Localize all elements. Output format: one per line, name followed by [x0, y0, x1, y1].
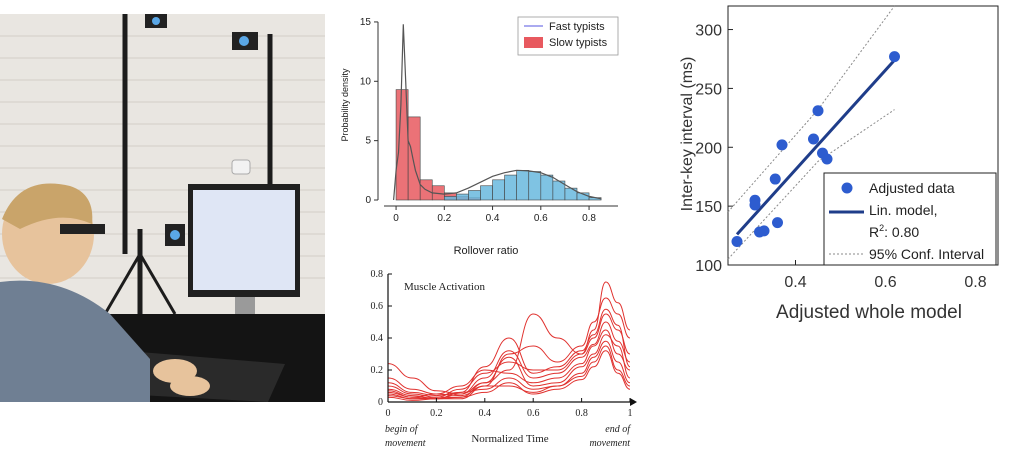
scatter-y-tick-label: 200 — [695, 140, 722, 157]
begin-label-2: movement — [385, 438, 426, 449]
scatter-y-label: Inter-key interval (ms) — [679, 57, 696, 212]
hist-bar-fast — [564, 187, 578, 201]
scatter-point — [889, 51, 900, 63]
muscle-y-tick-label: 0.8 — [371, 269, 384, 280]
scatter-point — [749, 199, 761, 211]
end-label-2: movement — [589, 438, 630, 449]
hist-x-tick-label: 0.6 — [534, 213, 548, 224]
hist-bar-fast — [504, 174, 517, 201]
muscle-y-tick-label: 0 — [378, 397, 383, 408]
scatter-point — [772, 217, 783, 229]
scatter-point — [808, 133, 819, 145]
hist-bar-fast — [528, 171, 542, 201]
scatter-point — [731, 235, 743, 247]
hist-bar-fast — [444, 196, 457, 201]
muscle-x-label: Normalized Time — [471, 433, 548, 445]
hist-bar-fast — [516, 170, 530, 201]
scatter-point — [812, 105, 824, 117]
end-label-1: end of — [605, 424, 631, 435]
muscle-series-line — [387, 334, 631, 400]
scatter-point — [758, 225, 770, 237]
hist-y-tick-label: 0 — [365, 195, 371, 206]
legend-adjusted-data: Adjusted data — [869, 180, 955, 196]
x-axis-arrow — [630, 398, 637, 406]
interkey-scatter-chart: 0.4 0.6 0.8 100 150 200 250 300 Adjusted whole… — [664, 0, 1004, 330]
hist-bar-fast — [468, 190, 481, 201]
hist-y-tick-label: 10 — [360, 76, 372, 87]
muscle-series-line — [387, 281, 631, 395]
scatter-point — [776, 139, 788, 151]
muscle-series-line — [387, 321, 631, 400]
hist-bar-fast — [456, 193, 469, 201]
linear-fit-line — [735, 59, 896, 236]
hist-bar-fast — [540, 174, 554, 201]
legend-fast: Fast typists — [549, 21, 605, 33]
scatter-point — [769, 173, 781, 185]
muscle-activation-chart: 0 0.2 0.4 0.6 0.8 1 0 0.2 0.4 0.6 0.8 Muscle Acti… — [352, 266, 644, 452]
hist-x-tick-label: 0.2 — [437, 213, 451, 224]
scatter-x-label: Adjusted whole model — [776, 302, 962, 323]
scatter-x-tick-label: 0.6 — [874, 274, 896, 291]
muscle-series-line — [387, 329, 631, 398]
hist-x-tick-label: 0 — [393, 213, 399, 224]
hist-bar-slow — [407, 116, 421, 201]
begin-label-1: begin of — [385, 424, 419, 435]
scatter-y-tick-label: 150 — [695, 199, 722, 216]
lab-photo — [0, 14, 325, 402]
muscle-x-tick-label: 0.6 — [527, 408, 540, 419]
legend-r2: R2: 0.80 — [869, 223, 919, 240]
legend-marker-data — [841, 182, 853, 194]
muscle-series-line — [387, 297, 631, 397]
muscle-y-tick-label: 0.4 — [371, 333, 384, 344]
muscle-x-tick-label: 0 — [386, 408, 391, 419]
scatter-point — [821, 153, 833, 165]
muscle-title: Muscle Activation — [404, 281, 485, 293]
hist-bar-fast — [480, 185, 493, 201]
density-curve — [393, 24, 602, 201]
scatter-x-tick-label: 0.8 — [964, 274, 986, 291]
muscle-x-tick-label: 0.4 — [479, 408, 492, 419]
muscle-y-tick-label: 0.2 — [371, 365, 384, 376]
hist-bar-fast — [492, 179, 505, 201]
hist-x-tick-label: 0.4 — [486, 213, 500, 224]
scatter-y-tick-label: 250 — [695, 81, 722, 98]
conf-interval-lower — [727, 109, 895, 260]
legend-conf-interval: 95% Conf. Interval — [869, 246, 984, 262]
scatter-x-tick-label: 0.4 — [784, 274, 806, 291]
hist-y-tick-label: 15 — [360, 17, 372, 28]
scatter-legend: Adjusted data Lin. model, R2: 0.80 95% C… — [823, 172, 997, 266]
rollover-histogram-svg: 0 0.2 0.4 0.6 0.8 0 5 10 15 Rollover ratio Prob… — [340, 16, 619, 257]
interkey-scatter-svg: 0.4 0.6 0.8 100 150 200 250 300 Adjusted whole… — [679, 5, 999, 323]
histogram-legend: Fast typists Slow typists — [517, 16, 619, 56]
muscle-y-tick-label: 0.6 — [371, 301, 384, 312]
muscle-series-line — [387, 308, 631, 397]
hist-y-tick-label: 5 — [365, 136, 371, 147]
muscle-x-tick-label: 0.8 — [575, 408, 588, 419]
hist-x-tick-label: 0.8 — [582, 213, 596, 224]
muscle-activation-svg: 0 0.2 0.4 0.6 0.8 1 0 0.2 0.4 0.6 0.8 Muscle Acti… — [371, 269, 637, 449]
histogram-y-label: Probability density — [340, 68, 350, 142]
scatter-y-tick-label: 100 — [695, 258, 722, 275]
legend-lin-model: Lin. model, — [869, 202, 937, 218]
histogram-x-label: Rollover ratio — [454, 245, 519, 257]
muscle-x-tick-label: 0.2 — [430, 408, 443, 419]
muscle-x-tick-label: 1 — [628, 408, 633, 419]
lab-photo-icon — [0, 14, 325, 402]
legend-swatch-slow — [524, 37, 543, 48]
legend-slow: Slow typists — [549, 37, 608, 49]
scatter-y-tick-label: 300 — [695, 23, 722, 40]
rollover-histogram-chart: 0 0.2 0.4 0.6 0.8 0 5 10 15 Rollover ratio Prob… — [336, 10, 636, 262]
